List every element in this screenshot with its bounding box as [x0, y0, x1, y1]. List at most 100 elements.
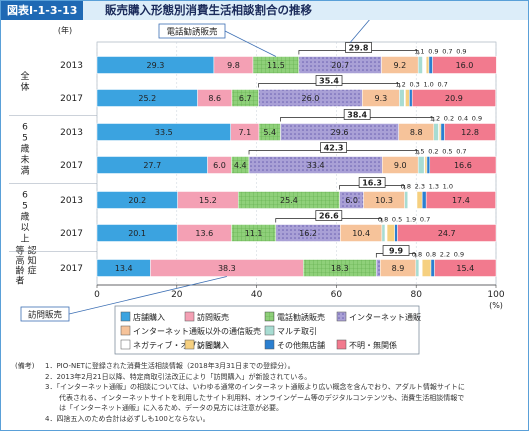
small-value-label: 0.8: [401, 183, 411, 191]
small-value-label: 0.7: [437, 81, 447, 89]
total-label: 35.4: [319, 77, 339, 86]
legend-swatch: [184, 311, 195, 322]
callout-label: 電話勧誘販売: [166, 27, 218, 38]
data-label: 9.8: [227, 61, 240, 70]
total-box: [315, 75, 343, 86]
group-label-char: 歳: [20, 143, 29, 155]
data-label: 6.7: [239, 94, 252, 103]
total-box: [382, 245, 410, 256]
data-label: 20.1: [128, 229, 146, 238]
data-label: 10.3: [375, 196, 393, 205]
bar-segment: [421, 191, 427, 209]
data-label: 10.4: [352, 229, 370, 238]
legend-swatch: [336, 311, 347, 322]
small-value-label: 1.2: [430, 115, 440, 123]
group-label-char: 全: [20, 70, 29, 82]
callout-label: 訪問販売: [28, 310, 63, 321]
figure-header: 図表Ⅰ-1-3-13 販売購入形態別消費生活相談割合の推移: [1, 1, 528, 20]
legend-swatch: [120, 311, 131, 322]
data-label: 12.8: [461, 128, 479, 137]
data-label: 33.4: [307, 161, 325, 170]
stacked-bar-chart: 0 20 40 60 80 100(%)(年)全体2013201765歳未満2013201…: [9, 20, 505, 355]
legend-label: その他無店舗: [277, 340, 325, 350]
total-label: 16.3: [362, 179, 382, 188]
total-label: 26.6: [319, 212, 339, 221]
data-label: 4.4: [234, 161, 247, 170]
bar-segment: [384, 224, 388, 242]
year-label: 2017: [60, 229, 83, 239]
group-label-char: 未: [20, 154, 29, 166]
figure-title: 販売購入形態別消費生活相談割合の推移: [105, 3, 312, 17]
callout-leader: [224, 30, 277, 57]
bar-segment: [433, 123, 439, 141]
group-label-char: 以: [20, 224, 29, 234]
group-label-char: 6: [22, 123, 28, 133]
data-label: 29.3: [147, 61, 165, 70]
data-label: 33.5: [155, 128, 173, 137]
note-item: は「インターネット通販」に入るため、データの見方には注意が必要。: [45, 404, 283, 412]
bar-segment: [409, 89, 413, 107]
small-value-label: 0.7: [456, 148, 466, 156]
small-value-label: 2.2: [440, 251, 450, 259]
year-label: 2017: [60, 264, 83, 274]
year-label: 2017: [60, 94, 83, 104]
bar-segment: [421, 259, 432, 277]
year-label: 2013: [60, 196, 83, 206]
legend-swatch: [184, 339, 195, 350]
legend-label: インターネット通販以外の通信販売: [133, 326, 261, 336]
legend-label: インターネット通販: [349, 312, 421, 322]
data-label: 11.5: [267, 61, 285, 70]
group-label-char: 高: [15, 255, 24, 267]
year-axis-label: (年): [58, 25, 72, 35]
data-label: 16.2: [299, 229, 317, 238]
bar-segment: [417, 56, 423, 74]
bar-segment: [417, 156, 425, 174]
total-label: 38.4: [347, 111, 367, 120]
legend-label: 店舗購入: [133, 312, 165, 322]
group-label-char: 等: [15, 245, 24, 257]
total-box: [343, 109, 371, 120]
data-label: 9.3: [375, 94, 388, 103]
bar-segment: [381, 224, 386, 242]
bar-segment: [426, 156, 431, 174]
small-value-label: 1.2: [395, 81, 405, 89]
group-label-char: 症: [27, 265, 36, 277]
data-label: 9.0: [394, 161, 407, 170]
group-label-char: 満: [20, 166, 29, 177]
bar-segment: [422, 56, 427, 74]
total-box: [345, 42, 372, 53]
small-value-label: 1.3: [429, 183, 439, 191]
x-tick-label: 60: [331, 290, 343, 300]
small-value-label: 0.2: [444, 115, 454, 123]
bar-segment: [376, 259, 381, 277]
year-label: 2013: [60, 61, 83, 71]
bar-segment: [405, 89, 410, 107]
x-tick-label: 100: [487, 290, 504, 300]
year-label: 2017: [60, 161, 83, 171]
bar-segment: [404, 191, 409, 209]
group-label-char: 齢: [15, 265, 24, 277]
small-value-label: 0.3: [409, 81, 419, 89]
notes-block: (備考) 1．PIO-NETに登録された消費生活相談情報（2018年3月31日ま…: [15, 361, 520, 424]
data-label: 9.2: [393, 61, 406, 70]
data-label: 20.9: [445, 94, 463, 103]
small-value-label: 0.9: [454, 251, 464, 259]
data-label: 13.6: [195, 229, 213, 238]
data-label: 5.4: [263, 128, 276, 137]
bar-segment: [399, 89, 405, 107]
note-item: 4．四捨五入のため合計は必ずしも100とならない。: [45, 414, 210, 423]
group-label-char: 5: [22, 134, 28, 144]
total-box: [320, 142, 347, 153]
data-label: 20.2: [128, 196, 146, 205]
data-label: 15.2: [199, 196, 217, 205]
group-label-char: 知: [27, 255, 36, 267]
legend-label: 訪問購入: [197, 340, 229, 350]
small-value-label: 0.4: [458, 115, 468, 123]
legend-swatch: [264, 325, 275, 336]
note-item: 代表される、インターネットサイトを利用したサイト利用料、オンラインゲーム等のデジ…: [45, 393, 465, 402]
total-label: 9.9: [389, 247, 404, 256]
data-label: 13.4: [115, 264, 133, 273]
data-label: 24.7: [438, 229, 456, 238]
bar-segment: [432, 56, 497, 74]
x-tick-label: 20: [171, 290, 183, 300]
